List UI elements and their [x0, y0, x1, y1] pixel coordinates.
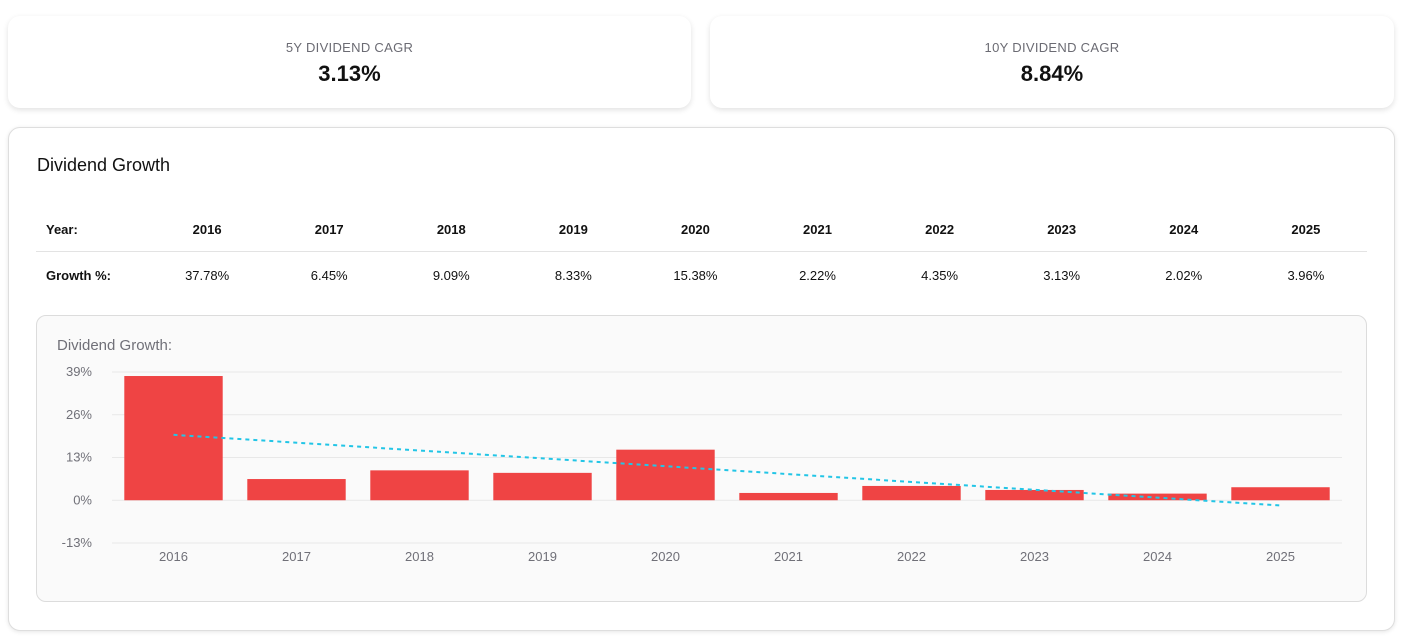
section-title: Dividend Growth [37, 155, 171, 175]
x-tick-label: 2016 [159, 549, 188, 564]
stat-card-10y: 10Y DIVIDEND CAGR 8.84% [710, 16, 1394, 108]
year-cell-2020: 2020 [634, 208, 757, 252]
dividend-growth-chart: -13% 0% 13% 26% 39% 2016 2017 2018 2019 2020 2021 2… [62, 364, 1342, 564]
growth-table: Year: 2016 2017 2018 2019 2020 2021 2022 2023 20… [36, 208, 1367, 298]
chart-title: Dividend Growth: [57, 337, 173, 354]
growth-cell-2021: 2.22% [799, 267, 836, 283]
bar-2025 [1231, 487, 1330, 501]
year-cell-2023: 2023 [1000, 208, 1123, 252]
year-row: Year: 2016 2017 2018 2019 2020 2021 2022 2023 20… [36, 208, 1367, 252]
stat-label-5y: 5Y DIVIDEND CAGR [285, 40, 414, 55]
growth-row-label: Growth %: [46, 267, 111, 283]
year-cell-2019: 2019 [512, 208, 635, 252]
growth-cell-2017: 6.45% [310, 267, 348, 283]
bar-2016 [124, 376, 223, 501]
stat-card-5y: 5Y DIVIDEND CAGR 3.13% [8, 16, 691, 108]
growth-cell-2016: 37.78% [185, 267, 230, 283]
year-cell-2017: 2017 [268, 208, 391, 252]
year-cell-2022: 2022 [878, 208, 1001, 252]
bar-2021 [739, 492, 838, 501]
year-cell-2016: 2016 [146, 208, 269, 252]
growth-cell-2019: 8.33% [554, 267, 592, 283]
x-tick-label: 2019 [528, 549, 557, 564]
growth-cell-2020: 15.38% [673, 267, 718, 283]
x-tick-label: 2021 [774, 549, 803, 564]
bar-2023 [985, 489, 1084, 501]
growth-row: Growth %: 37.78% 6.45% 9.09% 8.33% 15.38% 2.2… [36, 252, 1367, 299]
x-tick-label: 2025 [1266, 549, 1295, 564]
y-tick-label: 0% [73, 492, 92, 507]
x-tick-label: 2022 [897, 549, 926, 564]
x-tick-label: 2023 [1020, 549, 1049, 564]
y-tick-label: 26% [66, 407, 92, 422]
y-tick-label: -13% [62, 535, 93, 550]
year-row-label: Year: [36, 208, 147, 252]
year-cell-2018: 2018 [390, 208, 513, 252]
bar-2018 [370, 470, 469, 501]
chart-panel: Dividend Growth: -13% 0% 13% 26% 39% 2016 2017… [36, 315, 1367, 602]
stat-label-10y: 10Y DIVIDEND CAGR [984, 40, 1120, 55]
bar-2022 [862, 485, 961, 501]
growth-cell-2018: 9.09% [432, 267, 470, 283]
trendline [173, 433, 1281, 507]
x-tick-label: 2020 [651, 549, 680, 564]
y-tick-label: 13% [66, 450, 92, 465]
x-tick-label: 2017 [282, 549, 311, 564]
growth-cell-2022: 4.35% [921, 267, 959, 283]
x-tick-label: 2024 [1143, 549, 1172, 564]
stat-value-10y: 8.84% [1020, 61, 1084, 86]
bar-2017 [247, 479, 346, 501]
year-cell-2025: 2025 [1244, 208, 1367, 252]
year-cell-2024: 2024 [1122, 208, 1245, 252]
stat-value-5y: 3.13% [318, 61, 381, 86]
dividend-growth-card: Dividend Growth Year: 2016 2017 2018 2019 20… [8, 127, 1395, 631]
y-tick-label: 39% [66, 364, 92, 379]
growth-cell-2023: 3.13% [1043, 267, 1081, 283]
year-cell-2021: 2021 [756, 208, 879, 252]
growth-cell-2024: 2.02% [1165, 267, 1203, 283]
bar-2019 [493, 472, 592, 501]
x-tick-label: 2018 [405, 549, 434, 564]
bar-2020 [616, 449, 715, 501]
growth-cell-2025: 3.96% [1287, 267, 1325, 283]
